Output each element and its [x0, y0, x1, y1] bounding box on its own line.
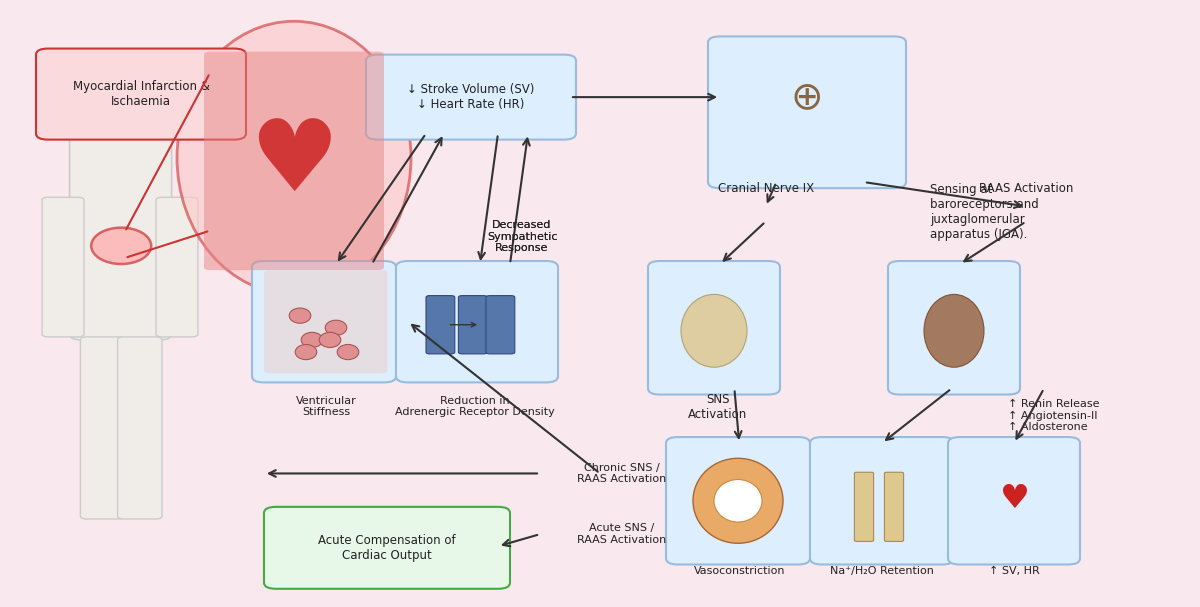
FancyBboxPatch shape	[396, 261, 558, 382]
Ellipse shape	[88, 70, 154, 112]
Text: ⊕: ⊕	[790, 78, 823, 116]
Text: Na⁺/H₂O Retention: Na⁺/H₂O Retention	[830, 566, 934, 575]
Ellipse shape	[337, 345, 359, 359]
Text: Myocardial Infarction &
Ischaemia: Myocardial Infarction & Ischaemia	[72, 80, 210, 108]
FancyBboxPatch shape	[264, 270, 388, 373]
Text: Acute SNS /
RAAS Activation: Acute SNS / RAAS Activation	[577, 523, 666, 545]
Text: Vasoconstriction: Vasoconstriction	[694, 566, 785, 575]
FancyBboxPatch shape	[708, 36, 906, 188]
Text: Acute Compensation of
Cardiac Output: Acute Compensation of Cardiac Output	[318, 534, 456, 562]
FancyBboxPatch shape	[648, 261, 780, 395]
Text: Decreased
Sympathetic
Response: Decreased Sympathetic Response	[487, 220, 557, 253]
Text: ♥: ♥	[1000, 483, 1028, 515]
Text: Reduction in
Adrenergic Receptor Density: Reduction in Adrenergic Receptor Density	[395, 396, 556, 418]
Ellipse shape	[694, 458, 784, 543]
Text: ↑ SV, HR: ↑ SV, HR	[989, 566, 1039, 575]
Text: Sensing at
baroreceptors and
juxtaglomerular
apparatus (JGA).: Sensing at baroreceptors and juxtaglomer…	[930, 183, 1039, 242]
Text: Chronic SNS /
RAAS Activation: Chronic SNS / RAAS Activation	[577, 463, 666, 484]
FancyBboxPatch shape	[156, 197, 198, 337]
FancyBboxPatch shape	[42, 197, 84, 337]
FancyBboxPatch shape	[252, 261, 396, 382]
Text: Cranial Nerve IX: Cranial Nerve IX	[718, 181, 814, 195]
FancyBboxPatch shape	[810, 437, 954, 565]
Ellipse shape	[924, 294, 984, 367]
FancyBboxPatch shape	[264, 507, 510, 589]
Ellipse shape	[295, 345, 317, 359]
FancyBboxPatch shape	[118, 337, 162, 519]
Ellipse shape	[325, 320, 347, 335]
FancyBboxPatch shape	[80, 337, 125, 519]
Ellipse shape	[91, 228, 151, 264]
FancyBboxPatch shape	[888, 261, 1020, 395]
Ellipse shape	[319, 333, 341, 347]
FancyBboxPatch shape	[458, 296, 487, 354]
FancyBboxPatch shape	[70, 134, 172, 340]
FancyBboxPatch shape	[426, 296, 455, 354]
FancyBboxPatch shape	[366, 55, 576, 140]
Ellipse shape	[289, 308, 311, 323]
FancyBboxPatch shape	[948, 437, 1080, 565]
Ellipse shape	[301, 333, 323, 347]
Ellipse shape	[752, 49, 860, 152]
Text: SNS
Activation: SNS Activation	[688, 393, 748, 421]
Text: RAAS Activation: RAAS Activation	[979, 181, 1073, 195]
Text: ↑ Renin Release
↑ Angiotensin-II
↑ Aldosterone: ↑ Renin Release ↑ Angiotensin-II ↑ Aldos…	[1008, 399, 1099, 432]
Text: Ventricular
Stiffness: Ventricular Stiffness	[296, 396, 356, 418]
FancyBboxPatch shape	[854, 472, 874, 541]
FancyBboxPatch shape	[486, 296, 515, 354]
Text: Decreased
Sympathetic
Response: Decreased Sympathetic Response	[487, 220, 557, 253]
FancyBboxPatch shape	[204, 52, 384, 270]
FancyBboxPatch shape	[36, 49, 246, 140]
Ellipse shape	[682, 294, 746, 367]
Text: ♥: ♥	[250, 115, 338, 212]
FancyBboxPatch shape	[666, 437, 810, 565]
Text: ↓ Stroke Volume (SV)
↓ Heart Rate (HR): ↓ Stroke Volume (SV) ↓ Heart Rate (HR)	[407, 83, 535, 111]
Ellipse shape	[178, 21, 410, 294]
FancyBboxPatch shape	[884, 472, 904, 541]
Ellipse shape	[714, 480, 762, 522]
